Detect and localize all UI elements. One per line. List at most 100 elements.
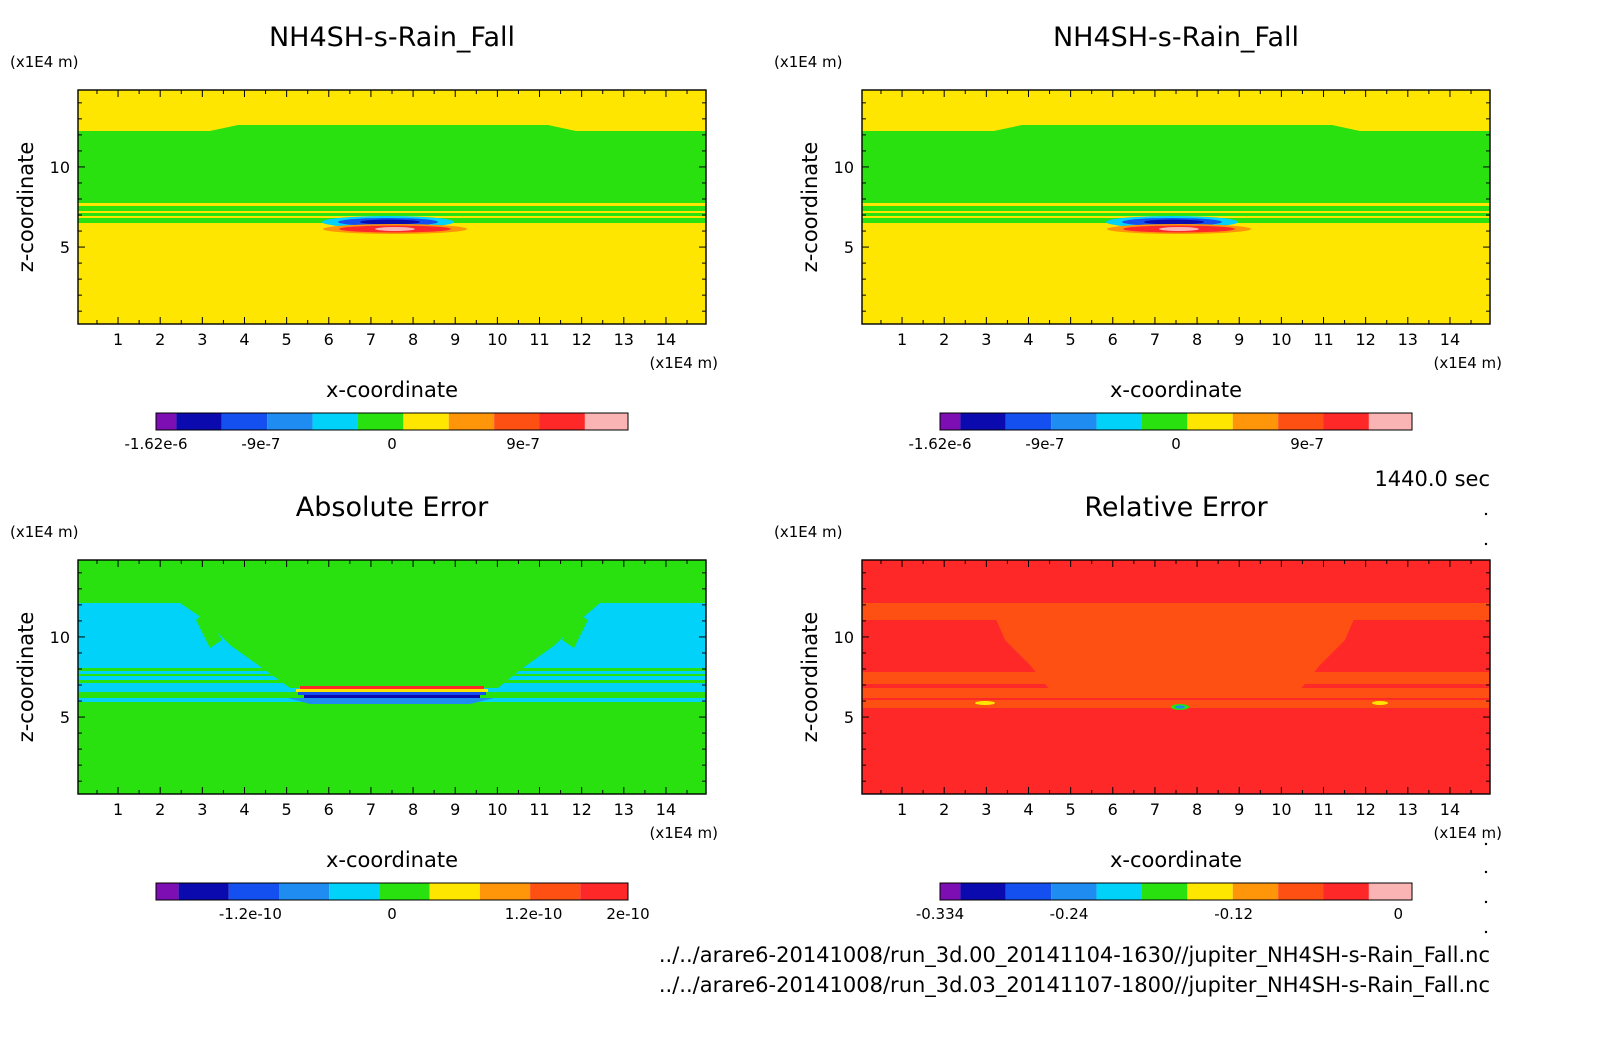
z-unit-label: (x1E4 m)	[10, 523, 79, 541]
x-axis-label: x-coordinate	[326, 848, 458, 872]
x-tick-labels: 1 2 3 4 5 6 7 8 9 10 11 12 13 14	[897, 330, 1460, 349]
y-tick-label: 10	[50, 158, 70, 177]
x-unit-label: (x1E4 m)	[1433, 354, 1502, 372]
colorbar-tick-label: -0.24	[1050, 905, 1089, 923]
x-tick-label: 12	[1355, 330, 1375, 349]
x-tick-label: 6	[1108, 800, 1118, 819]
x-tick-label: 5	[282, 800, 292, 819]
x-tick-label: 11	[1313, 800, 1333, 819]
panel-top-left: NH4SH-s-Rain_Fall (x1E4 m) 1 2 3 4 5 6 7 8 9 10 11…	[10, 22, 718, 453]
cloud-layer	[78, 125, 706, 223]
right-streak	[562, 612, 588, 648]
heatmap-field	[78, 90, 706, 324]
x-tick-label: 10	[1271, 330, 1291, 349]
min-spot-inner	[1175, 705, 1185, 709]
x-tick-label: 7	[1150, 800, 1160, 819]
y-axis-label: z-coordinate	[798, 142, 822, 273]
y-tick-labels: 5 10	[834, 628, 854, 727]
neg-error-rim	[298, 692, 486, 695]
x-tick-label: 6	[1108, 330, 1118, 349]
colorbar-swatch	[379, 883, 430, 900]
colorbar-tick-label: 0	[387, 435, 397, 453]
thin-band	[862, 211, 1490, 213]
file-path-2: ../../arare6-20141008/run_3d.03_20141107…	[659, 973, 1490, 998]
colorbar-frame	[939, 412, 1413, 431]
colorbar-swatch	[1323, 413, 1369, 430]
y-tick-label: 5	[60, 238, 70, 257]
colorbar-swatch	[940, 883, 961, 900]
colorbar-swatch	[279, 883, 330, 900]
x-tick-label: 8	[408, 800, 418, 819]
colorbar: -0.334 -0.24 -0.12 0	[916, 882, 1413, 923]
heatmap-field	[862, 560, 1490, 794]
colorbar-tick-label: 0	[1394, 905, 1404, 923]
x-tick-label: 10	[1271, 800, 1291, 819]
x-tick-label: 13	[614, 800, 634, 819]
colorbar-swatch	[156, 413, 177, 430]
x-axis-label: x-coordinate	[1110, 378, 1242, 402]
x-tick-label: 4	[1023, 330, 1033, 349]
x-tick-label: 14	[656, 330, 676, 349]
colorbar-swatch	[539, 413, 585, 430]
file-path-1: ../../arare6-20141008/run_3d.00_20141104…	[659, 943, 1490, 968]
colorbar: -1.62e-6 -9e-7 0 9e-7	[909, 412, 1413, 453]
x-tick-label: 7	[1150, 330, 1160, 349]
colorbar-swatch	[1005, 413, 1052, 430]
x-tick-label: 4	[239, 800, 249, 819]
colorbar-tick-label: 9e-7	[506, 435, 540, 453]
colorbar-swatch	[176, 413, 222, 430]
colorbar-tick-label: 0	[387, 905, 397, 923]
colorbar-tick-label: -0.12	[1214, 905, 1253, 923]
y-tick-label: 10	[834, 628, 854, 647]
lower-cyan-lip	[288, 698, 494, 704]
heatmap-field	[862, 90, 1490, 324]
thin-band	[862, 203, 1490, 206]
colorbar-swatch	[429, 883, 480, 900]
x-tick-label: 8	[1192, 330, 1202, 349]
colorbar-tick-label: -9e-7	[241, 435, 280, 453]
colorbar-swatch	[1368, 883, 1412, 900]
x-axis-label: x-coordinate	[1110, 848, 1242, 872]
x-tick-label: 12	[571, 800, 591, 819]
chart-title: Relative Error	[1084, 492, 1268, 523]
colorbar-swatch	[960, 413, 1006, 430]
pos-core-inner	[1159, 227, 1199, 231]
colorbar-swatch	[1051, 413, 1097, 430]
x-tick-label: 5	[1066, 330, 1076, 349]
x-tick-label: 8	[1192, 800, 1202, 819]
x-tick-label: 2	[155, 800, 165, 819]
tick-marks	[78, 560, 706, 794]
x-tick-label: 14	[656, 800, 676, 819]
colorbar-swatch	[1323, 883, 1369, 900]
x-tick-label: 13	[1398, 330, 1418, 349]
y-tick-label: 5	[60, 708, 70, 727]
x-tick-label: 9	[1234, 330, 1244, 349]
neg-error-core	[304, 695, 480, 698]
z-unit-label: (x1E4 m)	[774, 523, 843, 541]
colorbar-swatch	[580, 883, 628, 900]
colorbar-swatch	[479, 883, 531, 900]
colorbar-swatch	[357, 413, 404, 430]
x-axis-label: x-coordinate	[326, 378, 458, 402]
colorbar-swatch	[494, 413, 540, 430]
y-axis-label: z-coordinate	[14, 612, 38, 743]
thin-band	[78, 203, 706, 206]
z-unit-label: (x1E4 m)	[10, 53, 79, 71]
y-tick-labels: 5 10	[50, 628, 70, 727]
x-tick-label: 1	[897, 800, 907, 819]
spot	[1372, 701, 1388, 705]
colorbar-swatch	[940, 413, 961, 430]
colorbar-tick-label: 2e-10	[606, 905, 649, 923]
central-orange-bowl	[990, 605, 1360, 690]
x-tick-label: 10	[487, 330, 507, 349]
left-streak	[196, 612, 222, 648]
x-tick-label: 13	[1398, 800, 1418, 819]
colorbar-swatch	[1051, 883, 1097, 900]
colorbar-swatch	[1141, 413, 1188, 430]
thin-band	[78, 674, 706, 676]
colorbar-swatch	[403, 413, 449, 430]
x-tick-label: 9	[1234, 800, 1244, 819]
colorbar-swatch	[1187, 413, 1233, 430]
panel-top-right: NH4SH-s-Rain_Fall (x1E4 m) 1 2 3 4 5 6 7 8 9 10 11…	[774, 22, 1502, 453]
x-tick-label: 1	[897, 330, 907, 349]
